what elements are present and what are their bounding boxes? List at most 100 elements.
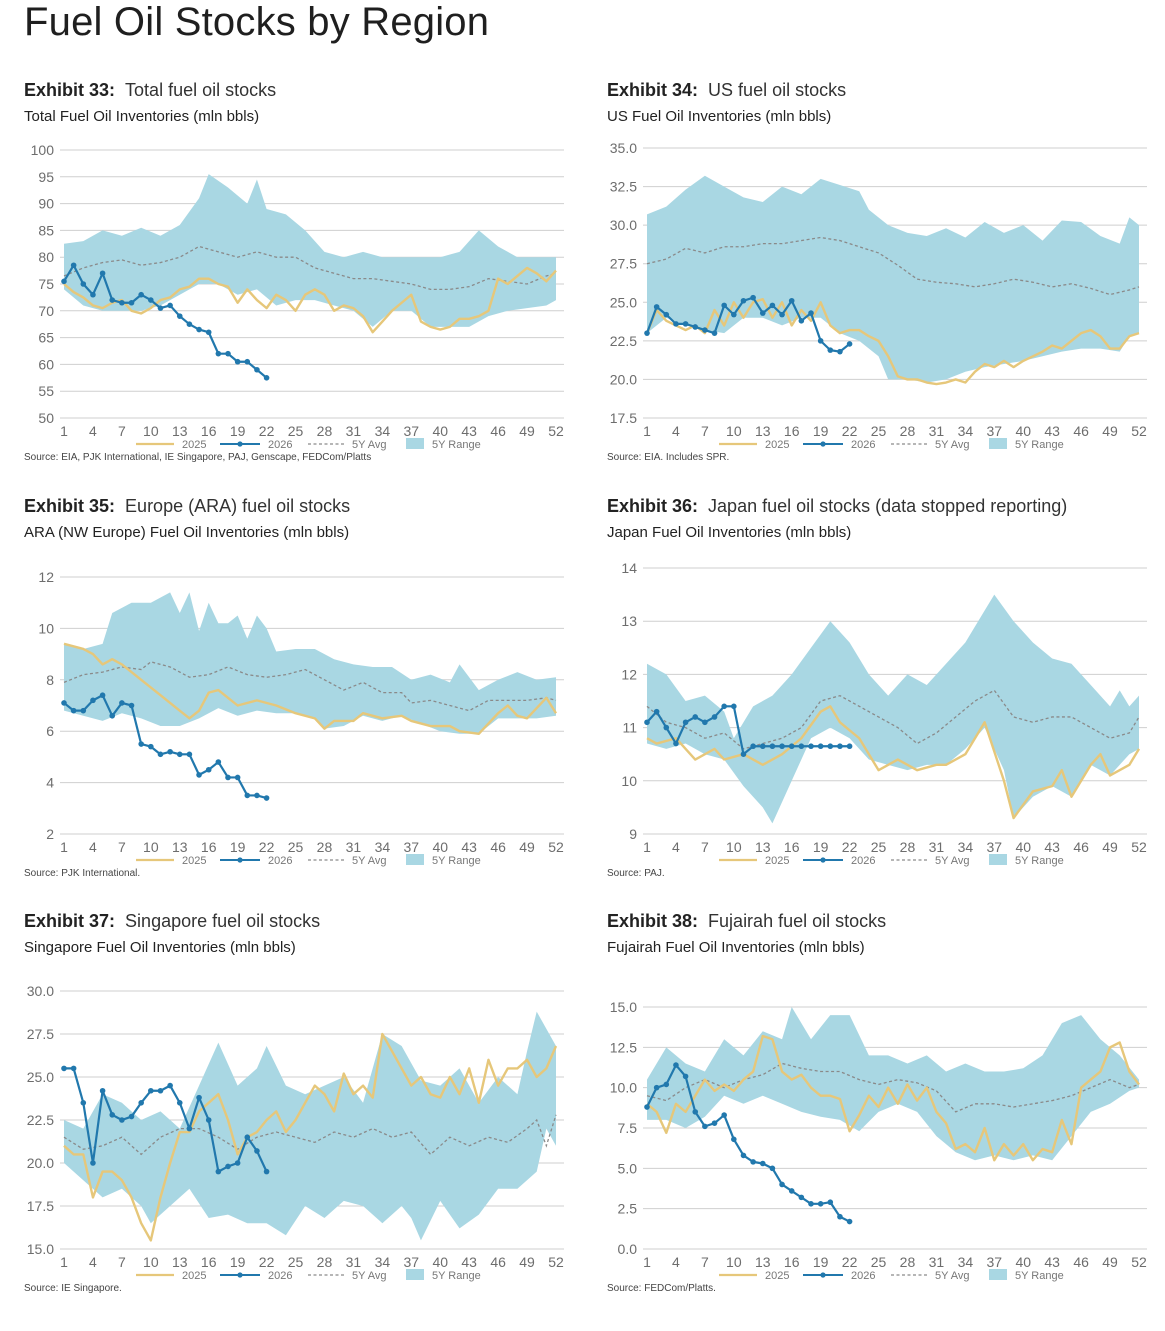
x-tick-label: 31 bbox=[929, 839, 945, 855]
chart-source: Source: EIA. Includes SPR. bbox=[607, 452, 730, 463]
x-tick-label: 34 bbox=[958, 839, 974, 855]
y-tick-label: 35.0 bbox=[610, 140, 637, 156]
legend-avg-label: 5Y Avg bbox=[935, 855, 969, 867]
series-2026-point bbox=[157, 1087, 164, 1094]
series-2026-point bbox=[779, 743, 785, 750]
legend-range-swatch bbox=[989, 1269, 1007, 1280]
series-2026-point bbox=[779, 1181, 785, 1188]
exhibit-heading: Exhibit 38: Fujairah fuel oil stocks bbox=[607, 911, 886, 932]
legend-avg-label: 5Y Avg bbox=[935, 1270, 969, 1282]
avg-line bbox=[63, 1114, 557, 1156]
x-tick-label: 28 bbox=[317, 839, 333, 855]
x-tick-label: 1 bbox=[60, 423, 68, 439]
y-tick-label: 22.5 bbox=[610, 333, 637, 349]
x-tick-label: 28 bbox=[900, 423, 916, 439]
series-2026-point bbox=[837, 1213, 843, 1220]
x-tick-label: 34 bbox=[958, 423, 974, 439]
series-2026-line bbox=[646, 1063, 851, 1223]
x-tick-label: 25 bbox=[871, 423, 887, 439]
series-2026-point bbox=[653, 304, 660, 310]
y-tick-label: 7.5 bbox=[618, 1120, 638, 1136]
chart-total: 50 55 60 65 70 75 80 85 90 95 100 1 4 7 10 13 16 19 22 25 28… bbox=[31, 142, 564, 451]
series-2026-point bbox=[148, 743, 154, 750]
series-2026-point bbox=[702, 719, 708, 726]
x-tick-label: 25 bbox=[871, 839, 887, 855]
series-2026-point bbox=[663, 724, 670, 731]
series-2026-point bbox=[99, 1087, 106, 1094]
series-2026-point bbox=[759, 310, 766, 316]
avg-line bbox=[646, 689, 1140, 750]
x-tick-label: 37 bbox=[404, 839, 420, 855]
y-tick-label: 11 bbox=[622, 720, 637, 736]
chart-source: Source: FEDCom/Platts. bbox=[607, 1283, 716, 1294]
series-2026-point bbox=[731, 1136, 737, 1143]
x-tick-label: 25 bbox=[871, 1254, 887, 1270]
series-2026-point bbox=[254, 366, 260, 373]
x-tick-label: 40 bbox=[1015, 1254, 1031, 1270]
series-2026-point bbox=[827, 347, 834, 353]
chart-panel-total: Exhibit 33: Total fuel oil stocks Total … bbox=[24, 80, 584, 500]
series-2026-point bbox=[138, 741, 144, 747]
series-2026-point bbox=[817, 338, 824, 344]
series-2026-point bbox=[682, 321, 689, 327]
x-tick-label: 40 bbox=[432, 423, 448, 439]
x-tick-label: 25 bbox=[288, 839, 304, 855]
range-band bbox=[64, 592, 556, 734]
series-2026-point bbox=[119, 299, 125, 306]
y-tick-label: 95 bbox=[38, 169, 54, 185]
legend-2025-label: 2025 bbox=[182, 1270, 206, 1282]
series-2026-point bbox=[711, 330, 718, 336]
range-band bbox=[647, 594, 1139, 824]
series-2026-point bbox=[70, 262, 77, 269]
series-2026-point bbox=[731, 703, 737, 710]
y-tick-label: 12 bbox=[621, 666, 637, 682]
legend-2026-label: 2026 bbox=[268, 439, 292, 451]
x-tick-label: 1 bbox=[643, 839, 651, 855]
series-2026-point bbox=[205, 1117, 212, 1123]
chart-panel-japan: Exhibit 36: Japan fuel oil stocks (data … bbox=[607, 496, 1165, 916]
chart-singapore: 15.017.520.022.525.027.530.01 4 7 10 13 16 19 2… bbox=[27, 983, 564, 1282]
y-tick-label: 8 bbox=[46, 672, 54, 688]
y-tick-label: 13 bbox=[621, 613, 637, 629]
chart-source: Source: PJK International. bbox=[24, 868, 141, 879]
series-2026-point bbox=[721, 703, 727, 710]
series-2026-point bbox=[244, 792, 251, 799]
exhibit-number: Exhibit 36: bbox=[607, 496, 699, 516]
series-2026-point bbox=[721, 302, 727, 309]
series-2026-point bbox=[167, 748, 173, 755]
legend-2026-marker bbox=[820, 441, 826, 447]
series-2025-line bbox=[645, 297, 1140, 386]
series-2026-point bbox=[119, 1117, 125, 1123]
x-tick-label: 28 bbox=[317, 1254, 333, 1270]
x-tick-label: 46 bbox=[1073, 423, 1089, 439]
x-tick-label: 52 bbox=[1131, 1254, 1147, 1270]
series-2025-line bbox=[646, 705, 1141, 820]
exhibit-number: Exhibit 38: bbox=[607, 911, 699, 931]
y-tick-label: 9 bbox=[629, 826, 637, 842]
x-tick-label: 4 bbox=[89, 839, 97, 855]
series-2026-point bbox=[788, 1188, 795, 1194]
y-tick-label: 6 bbox=[46, 723, 54, 739]
y-tick-label: 14 bbox=[621, 560, 637, 576]
series-2026-point bbox=[721, 1112, 727, 1118]
x-tick-label: 16 bbox=[201, 1254, 217, 1270]
x-tick-label: 16 bbox=[201, 839, 217, 855]
series-2026-point bbox=[128, 299, 135, 306]
x-tick-label: 1 bbox=[60, 1254, 68, 1270]
x-tick-label: 7 bbox=[118, 839, 126, 855]
series-2026-point bbox=[827, 743, 834, 750]
legend-2026-label: 2026 bbox=[268, 855, 292, 867]
series-2026-point bbox=[254, 792, 260, 799]
series-2026-point bbox=[119, 700, 125, 706]
chart-legend: 2025 2026 5Y Avg 5Y Range bbox=[719, 1269, 1064, 1282]
x-tick-label: 4 bbox=[89, 1254, 97, 1270]
x-tick-label: 22 bbox=[842, 839, 858, 855]
series-2026-point bbox=[263, 375, 270, 381]
x-tick-label: 37 bbox=[404, 1254, 420, 1270]
x-tick-label: 16 bbox=[784, 839, 800, 855]
chart-panel-europe: Exhibit 35: Europe (ARA) fuel oil stocks… bbox=[24, 496, 584, 916]
x-tick-label: 10 bbox=[726, 1254, 742, 1270]
x-tick-label: 4 bbox=[672, 839, 680, 855]
legend-range-swatch bbox=[989, 438, 1007, 449]
